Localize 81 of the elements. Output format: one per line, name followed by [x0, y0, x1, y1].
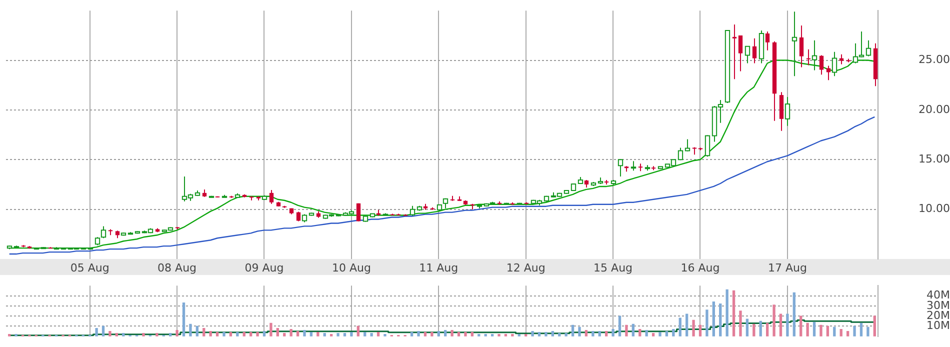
bar: [873, 316, 876, 336]
bar: [531, 330, 534, 336]
candlestick: [765, 30, 770, 51]
bar: [544, 332, 548, 336]
bar: [759, 320, 762, 336]
bar: [853, 326, 856, 336]
bar: [336, 333, 340, 336]
bar: [370, 333, 373, 336]
bar: [812, 322, 816, 336]
candlestick: [296, 211, 301, 222]
bar: [578, 326, 581, 336]
bar: [800, 316, 802, 336]
bar: [417, 330, 420, 336]
x-tick-label: 10 Aug: [332, 261, 371, 274]
bar: [256, 332, 259, 336]
candlestick: [799, 25, 804, 68]
bar: [786, 314, 789, 336]
bar: [746, 318, 749, 336]
bar: [806, 322, 809, 336]
candlestick: [738, 34, 743, 72]
bar: [189, 324, 192, 336]
y-tick-label: 25.00: [918, 53, 950, 66]
bar: [350, 332, 353, 336]
bar: [108, 330, 112, 336]
bar: [156, 333, 158, 336]
bar: [732, 290, 736, 336]
bar: [142, 333, 145, 336]
candlestick: [779, 92, 784, 132]
bar: [792, 292, 796, 336]
bar: [686, 314, 688, 336]
y-tick-label: 20.00: [918, 102, 950, 116]
y-tick-label: 10M: [926, 319, 950, 332]
bar: [176, 330, 178, 336]
bar: [270, 322, 272, 336]
bar: [772, 304, 776, 336]
candlestick: [732, 24, 737, 80]
bar: [706, 310, 708, 336]
x-tick-label: 12 Aug: [506, 261, 546, 274]
bar: [766, 322, 769, 336]
bar: [779, 314, 782, 336]
bar: [860, 322, 863, 336]
bar: [182, 302, 186, 336]
candlestick: [269, 189, 274, 204]
bar: [726, 289, 728, 336]
bar: [222, 332, 226, 336]
bar: [625, 324, 628, 336]
bar: [430, 332, 434, 336]
x-tick-label: 08 Aug: [158, 261, 197, 274]
bar: [692, 320, 695, 336]
y-tick-label: 15.00: [918, 152, 950, 166]
bar: [450, 330, 454, 336]
bar: [739, 310, 742, 336]
bar: [678, 318, 682, 336]
bar: [752, 324, 756, 336]
x-tick-label: 17 Aug: [768, 261, 807, 274]
candlestick: [819, 54, 824, 76]
candlestick: [752, 38, 757, 64]
x-tick-label: 05 Aug: [70, 261, 110, 274]
bar: [95, 328, 98, 336]
bar: [612, 328, 614, 336]
bar: [632, 324, 634, 336]
bar: [571, 324, 574, 336]
bar: [820, 324, 822, 336]
candlestick: [826, 65, 831, 81]
bar: [464, 332, 467, 336]
x-tick-label: 11 Aug: [419, 261, 458, 274]
x-tick-label: 16 Aug: [680, 261, 720, 274]
bar: [712, 302, 715, 336]
bar: [618, 316, 622, 336]
bar: [303, 330, 306, 336]
x-tick-label: 15 Aug: [594, 261, 633, 274]
bar: [698, 324, 702, 336]
bar: [866, 326, 870, 336]
bar: [658, 332, 662, 336]
y-tick-label: 10.00: [918, 202, 950, 216]
candlestick: [806, 48, 811, 66]
bar: [719, 304, 722, 336]
x-tick-label: 09 Aug: [244, 261, 284, 274]
bar: [592, 330, 594, 336]
candlestick: [839, 54, 844, 65]
bar: [290, 328, 292, 336]
